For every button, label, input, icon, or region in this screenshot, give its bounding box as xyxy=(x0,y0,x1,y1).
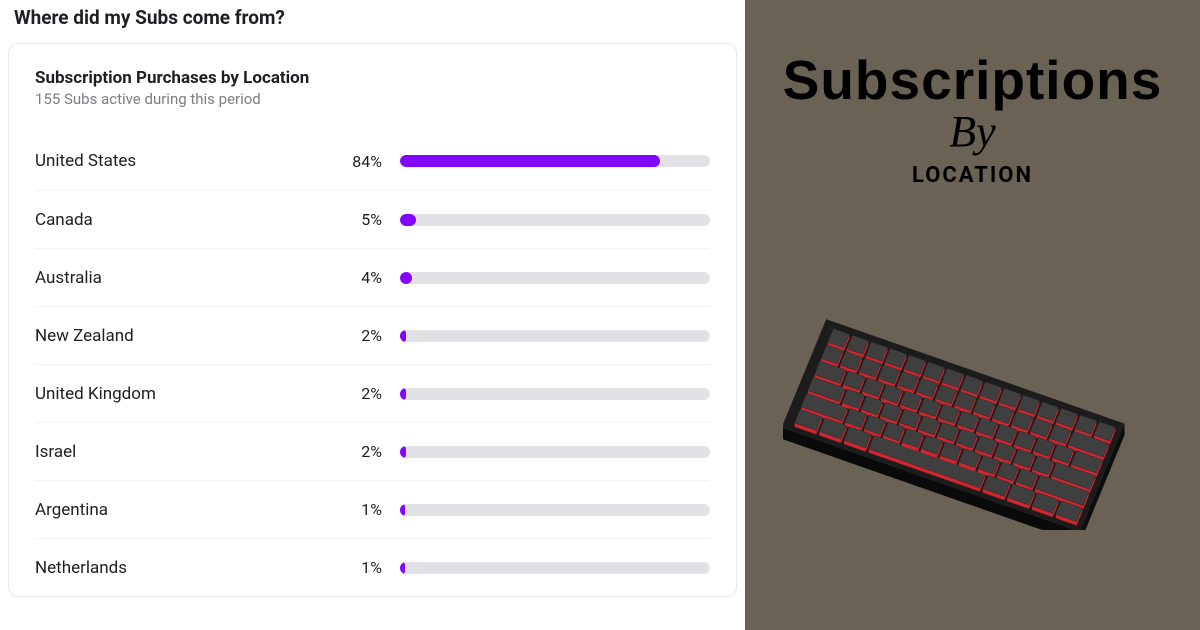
location-rows: United States84%Canada5%Australia4%New Z… xyxy=(35,132,710,596)
bar-track xyxy=(400,388,710,400)
bar-track xyxy=(400,272,710,284)
table-row: Netherlands1% xyxy=(35,538,710,596)
country-label: Argentina xyxy=(35,500,340,520)
hero-title-1: Subscriptions xyxy=(783,48,1163,112)
keyboard-illustration xyxy=(783,230,1163,534)
country-label: Netherlands xyxy=(35,558,340,578)
hero-title-2: By xyxy=(949,106,995,157)
table-row: Israel2% xyxy=(35,422,710,480)
table-row: New Zealand2% xyxy=(35,306,710,364)
table-row: Argentina1% xyxy=(35,480,710,538)
percentage-label: 2% xyxy=(340,384,400,403)
table-row: United States84% xyxy=(35,132,710,190)
country-label: United States xyxy=(35,151,340,171)
bar-fill xyxy=(400,155,660,167)
bar-fill xyxy=(400,446,406,458)
bar-track xyxy=(400,562,710,574)
percentage-label: 2% xyxy=(340,442,400,461)
bar-fill xyxy=(400,388,406,400)
page-title: Where did my Subs come from? xyxy=(14,6,737,29)
bar-fill xyxy=(400,330,406,342)
table-row: Australia4% xyxy=(35,248,710,306)
country-label: Israel xyxy=(35,442,340,462)
bar-track xyxy=(400,504,710,516)
country-label: United Kingdom xyxy=(35,384,340,404)
bar-fill xyxy=(400,272,412,284)
left-panel: Where did my Subs come from? Subscriptio… xyxy=(0,0,745,630)
country-label: New Zealand xyxy=(35,326,340,346)
bar-track xyxy=(400,446,710,458)
country-label: Australia xyxy=(35,268,340,288)
bar-fill xyxy=(400,562,405,574)
card-title: Subscription Purchases by Location xyxy=(35,68,710,88)
percentage-label: 2% xyxy=(340,326,400,345)
percentage-label: 4% xyxy=(340,268,400,287)
country-label: Canada xyxy=(35,210,340,230)
hero-title-3: LOCATION xyxy=(912,163,1033,188)
percentage-label: 1% xyxy=(340,558,400,577)
percentage-label: 84% xyxy=(340,152,400,171)
bar-fill xyxy=(400,504,405,516)
table-row: United Kingdom2% xyxy=(35,364,710,422)
right-panel: Subscriptions By LOCATION xyxy=(745,0,1200,630)
subs-by-location-card: Subscription Purchases by Location 155 S… xyxy=(8,43,737,597)
table-row: Canada5% xyxy=(35,190,710,248)
bar-track xyxy=(400,214,710,226)
bar-track xyxy=(400,155,710,167)
bar-fill xyxy=(400,214,416,226)
percentage-label: 1% xyxy=(340,500,400,519)
percentage-label: 5% xyxy=(340,210,400,229)
card-subtitle: 155 Subs active during this period xyxy=(35,90,710,108)
bar-track xyxy=(400,330,710,342)
